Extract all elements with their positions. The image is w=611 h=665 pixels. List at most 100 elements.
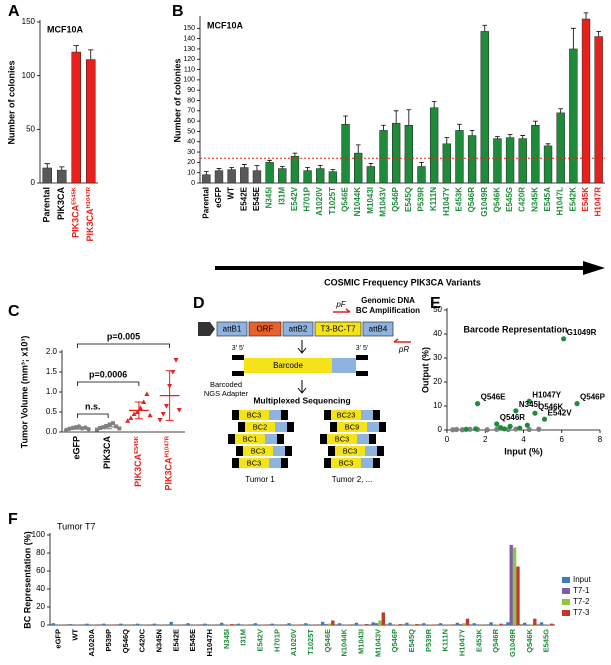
- x-tick-label-text: E542E: [171, 629, 180, 652]
- point: [526, 426, 532, 433]
- bar: [71, 51, 81, 184]
- construct-element: [248, 321, 282, 337]
- x-tick-label-text: WT: [227, 187, 236, 200]
- legend-swatch: [562, 577, 570, 583]
- adapter-label: Barcoded: [210, 380, 242, 389]
- error-bar: [583, 12, 589, 20]
- construct-label: T3-BC-T7: [320, 325, 356, 334]
- bar: [489, 622, 493, 625]
- bar: [236, 623, 241, 625]
- bar: [388, 622, 392, 625]
- frequency-arrow: [215, 261, 605, 275]
- significance-bracket: [76, 381, 140, 386]
- read-end: [379, 422, 386, 432]
- x-tick-label: N345I: [265, 187, 274, 208]
- y-tick-label: 50: [187, 128, 195, 135]
- bar: [364, 624, 369, 625]
- error-bar: [571, 27, 576, 49]
- bar: [230, 624, 234, 625]
- bar: [290, 155, 300, 184]
- point: [173, 358, 179, 363]
- bar: [328, 171, 338, 184]
- read-end: [377, 446, 384, 456]
- x-tick-label: E545Q: [407, 629, 416, 653]
- read-end: [373, 410, 380, 420]
- bar: [455, 130, 464, 184]
- error-bar: [73, 45, 79, 53]
- point: [473, 426, 479, 432]
- bar: [102, 623, 106, 625]
- read-barcode: [337, 422, 367, 432]
- x-tick-label-text: P539R: [417, 187, 426, 212]
- point: [157, 418, 163, 423]
- x-tick-label: H1047Y: [442, 186, 451, 216]
- read-barcode: [331, 410, 361, 420]
- x-tick-label: PIK3CA: [56, 187, 66, 221]
- adapter: [232, 355, 244, 360]
- barcode-id: BC3: [339, 458, 354, 467]
- inset-label: MCF10A: [207, 20, 244, 30]
- y-tick-label: 0.0: [46, 427, 58, 436]
- bar: [405, 622, 409, 625]
- error-bar: [507, 134, 513, 138]
- bar: [378, 620, 382, 625]
- significance-bracket: [76, 413, 109, 418]
- point-label: E542V: [548, 408, 573, 417]
- read-end: [373, 458, 380, 468]
- x-tick-label: E453K: [455, 187, 464, 212]
- y-tick-label: 90: [187, 87, 195, 94]
- x-tick-label-text: E545E: [252, 186, 261, 211]
- panel-label: F: [8, 511, 18, 528]
- bar: [240, 167, 249, 184]
- y-tick-label: 60: [36, 566, 45, 575]
- x-tick-label: E542E: [239, 186, 248, 211]
- x-tick-label-superscript: H1047R: [85, 186, 91, 208]
- y-tick-label: 100: [183, 77, 195, 84]
- y-tick-label: 150: [183, 25, 195, 32]
- x-tick-label-text: M1043V: [373, 629, 382, 657]
- bar: [594, 36, 603, 184]
- x-tick-label-text: Q546R: [467, 187, 476, 213]
- construct-element: [362, 321, 394, 337]
- inset-label: MCF10A: [47, 24, 84, 34]
- x-tick-label: PIK3CAH1047R: [164, 435, 174, 490]
- bar: [505, 137, 515, 184]
- point: [110, 421, 115, 426]
- bar: [531, 125, 540, 184]
- x-tick-label-text: Parental: [201, 187, 210, 219]
- x-tick-label: Q546K: [525, 628, 534, 652]
- x-tick-label-text: N1044K: [340, 628, 349, 656]
- x-tick-label-text: PIK3CA: [133, 453, 143, 487]
- read-end: [238, 422, 245, 432]
- error-bar: [482, 24, 488, 32]
- bar: [516, 566, 520, 625]
- read-end: [320, 434, 327, 444]
- x-tick-label-text: I31M: [277, 187, 286, 205]
- x-tick-label: H1047Y: [457, 629, 466, 656]
- x-axis-label: Input (%): [504, 446, 543, 456]
- read-end: [277, 434, 284, 444]
- point-label: H1047Y: [532, 390, 562, 399]
- point-label: G1049R: [567, 328, 597, 337]
- tumor-label: Tumor 1: [245, 475, 275, 484]
- read-barcode: [245, 422, 275, 432]
- x-tick-label-text: H701P: [303, 186, 312, 211]
- bar: [304, 623, 308, 625]
- read-flank: [361, 410, 373, 420]
- x-tick-label: eGFP: [72, 436, 82, 460]
- barcode-id: BC3: [343, 446, 358, 455]
- read-end: [228, 434, 235, 444]
- x-tick-label-text: E542V: [290, 186, 299, 211]
- x-tick-label-text: Q546Q: [121, 629, 130, 653]
- x-tick-label: H701P: [303, 186, 312, 211]
- x-tick-label: Parental: [201, 187, 210, 219]
- point: [459, 427, 465, 433]
- x-tick-label: E542E: [171, 629, 180, 652]
- y-tick-label: 20: [36, 602, 45, 611]
- x-tick-label-text: K111N: [441, 629, 450, 652]
- error-bar: [355, 144, 361, 154]
- x-tick-label-text: E545G: [505, 187, 514, 212]
- x-tick-label-text: T1025T: [328, 187, 337, 215]
- x-tick-label: H1047R: [594, 187, 603, 217]
- error-bar: [59, 166, 65, 171]
